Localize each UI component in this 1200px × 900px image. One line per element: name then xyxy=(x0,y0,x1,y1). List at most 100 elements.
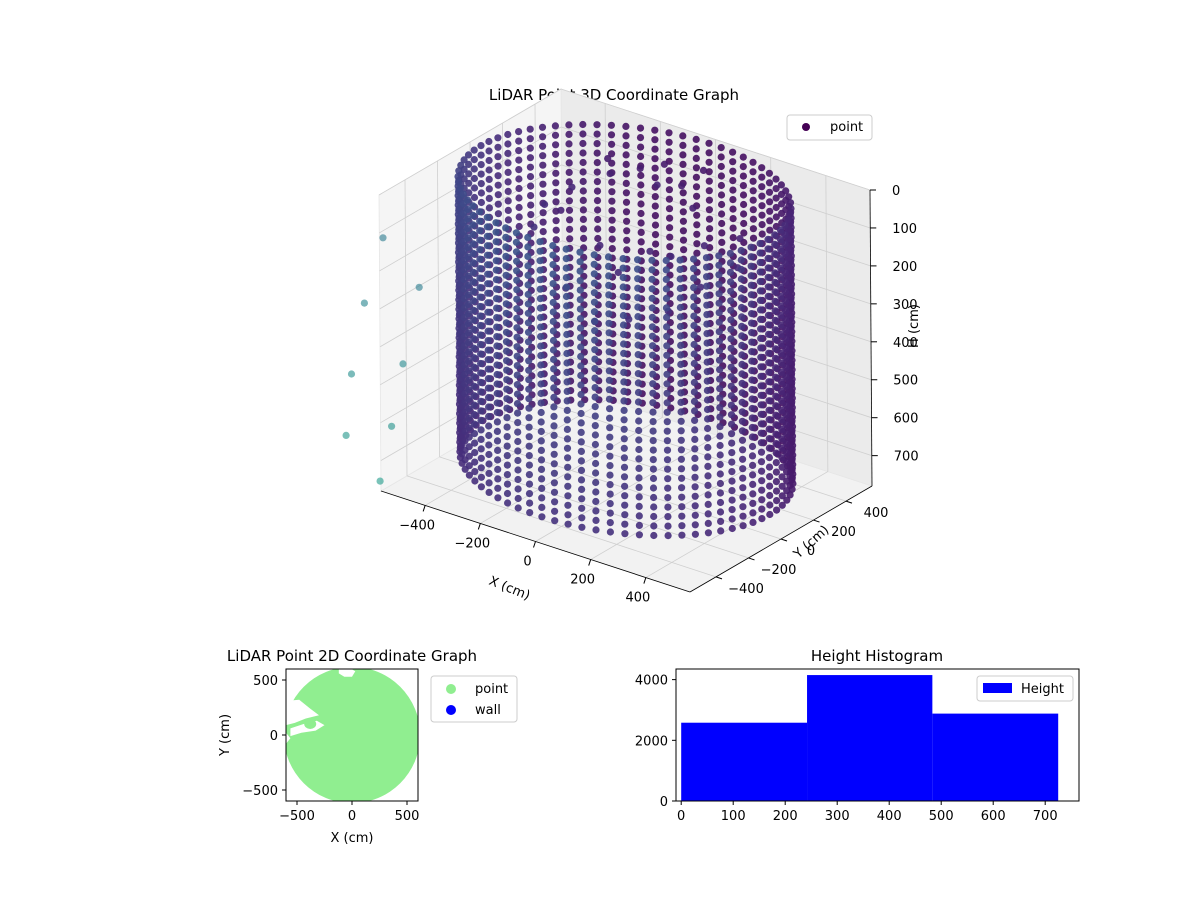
point-3d-wall xyxy=(536,304,545,312)
point-3d-wall xyxy=(494,181,502,189)
point-3d-wall xyxy=(470,382,478,390)
point-3d-wall xyxy=(782,392,790,400)
point-3d-wall xyxy=(637,171,645,180)
point-3d-wall xyxy=(492,257,500,265)
point-3d-wall xyxy=(605,310,613,318)
point-3d-wall xyxy=(677,446,686,454)
gridline-x-back xyxy=(659,121,663,418)
chart-2d-ticks: −500 0 500 500 0 −500 xyxy=(242,674,419,824)
tick-label-z: 700 xyxy=(894,450,919,465)
point-3d-wall xyxy=(503,357,511,365)
point-3d-wall xyxy=(537,323,545,331)
point-3d-wall xyxy=(778,397,786,405)
point-3d-wall xyxy=(666,214,674,222)
point-3d-wall xyxy=(460,156,468,164)
point-3d-wall xyxy=(563,397,571,405)
point-3d-wall xyxy=(765,425,773,433)
point-3d-wall xyxy=(504,140,512,148)
point-3d-wall xyxy=(465,443,473,451)
point-3d-wall xyxy=(464,262,472,271)
point-3d-wall xyxy=(664,494,672,502)
point-3d-wall xyxy=(636,134,645,142)
point-3d-wall xyxy=(717,517,725,526)
point-3d-wall xyxy=(514,456,522,465)
point-3d-wall xyxy=(704,453,712,461)
point-3d-wall xyxy=(716,498,725,507)
point-3d-wall xyxy=(705,149,713,157)
tick-label-y-2d: 0 xyxy=(270,729,278,744)
point-3d-wall xyxy=(728,468,736,476)
point-3d-wall xyxy=(772,430,780,438)
point-3d-wall xyxy=(524,243,532,251)
point-3d-wall xyxy=(748,433,757,441)
point-3d-wall xyxy=(665,186,674,194)
point-3d-wall xyxy=(563,349,571,358)
point-3d-wall xyxy=(527,182,535,190)
point-3d-wall xyxy=(766,473,774,481)
point-3d-wall xyxy=(564,473,572,481)
point-3d-wall xyxy=(728,477,736,485)
point-3d-wall xyxy=(766,491,774,500)
point-3d-wall xyxy=(677,341,685,349)
point-3d-wall xyxy=(765,435,773,443)
point-3d-wall xyxy=(758,192,766,200)
point-3d-wall xyxy=(739,503,747,511)
point-3d-wall xyxy=(620,406,628,414)
point-3d-wall xyxy=(552,188,560,196)
point-3d-wall xyxy=(677,455,686,463)
point-3d-wall xyxy=(757,420,765,428)
point-3d-wall xyxy=(537,370,545,379)
point-3d-wall xyxy=(494,162,502,170)
point-3d-wall xyxy=(464,196,472,204)
gap-region xyxy=(338,669,356,677)
point-3d-wall xyxy=(539,190,547,198)
point-3d-wall xyxy=(747,262,755,270)
point-3d-wall xyxy=(564,501,572,509)
point-3d-wall xyxy=(739,153,747,161)
point-3d-wall xyxy=(493,304,501,312)
point-3d-wall xyxy=(781,230,789,239)
point-3d-wall xyxy=(579,158,587,167)
point-3d-wall xyxy=(728,458,736,466)
point-3d-wall xyxy=(692,135,700,143)
point-3d-wall xyxy=(777,283,785,291)
point-3d-wall xyxy=(782,382,790,390)
point-3d-wall xyxy=(772,203,780,212)
point-3d-wall xyxy=(492,238,500,246)
hist-bar xyxy=(807,675,933,801)
point-3d-wall xyxy=(465,189,473,197)
point-3d-wall xyxy=(514,475,522,484)
point-3d-wall xyxy=(493,408,501,417)
point-3d-wall xyxy=(526,163,535,171)
point-3d-wall xyxy=(494,153,502,161)
point-3d-wall xyxy=(549,242,557,250)
point-3d-wall xyxy=(565,130,573,138)
point-3d-wall xyxy=(748,310,756,318)
point-3d-wall xyxy=(594,215,602,224)
point-3d-wall xyxy=(758,202,766,210)
point-3d-wall xyxy=(665,129,673,137)
point-3d-wall xyxy=(772,402,780,410)
point-3d-wall xyxy=(606,481,614,489)
point-3d-wall xyxy=(504,159,512,167)
point-3d-wall xyxy=(705,187,713,195)
point-3d-wall xyxy=(757,439,766,447)
point-3d-wall xyxy=(550,460,558,468)
point-3d-wall xyxy=(502,262,510,270)
point-3d-wall xyxy=(580,234,588,242)
point-3d-wall xyxy=(524,309,532,317)
point-3d-wall xyxy=(484,299,492,307)
point-3d-wall xyxy=(465,462,473,470)
point-3d-wall xyxy=(704,500,712,508)
point-3d-wall xyxy=(782,325,790,333)
point-3d-wall xyxy=(477,350,485,358)
point-3d-wall xyxy=(591,422,599,430)
point-3d-wall xyxy=(635,445,643,454)
point-3d-wall xyxy=(637,200,645,208)
point-3d-wall xyxy=(764,254,772,262)
point-3d-wall xyxy=(606,519,614,527)
point-3d-wall xyxy=(749,518,757,527)
point-3d-wall xyxy=(513,257,521,265)
point-3d-wall xyxy=(477,378,485,386)
